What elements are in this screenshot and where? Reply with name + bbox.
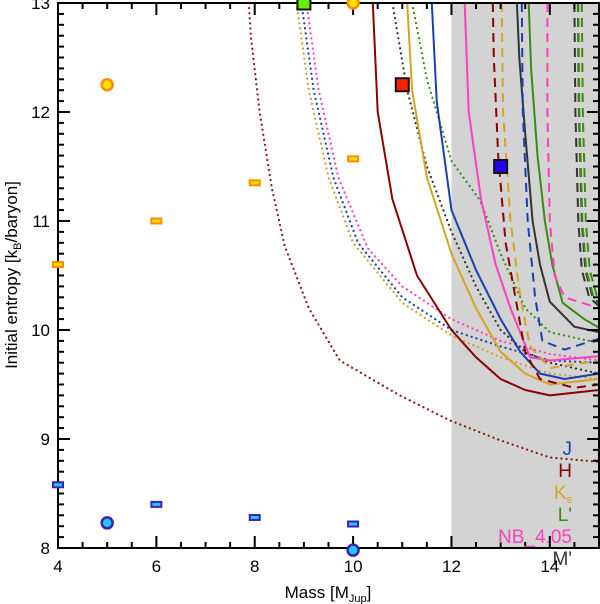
dash-marker: [150, 217, 163, 225]
curve-ks-dotted: [295, 3, 599, 381]
dash-marker: [52, 481, 64, 489]
dash-marker: [248, 513, 261, 521]
shaded-region-layer: [451, 3, 599, 548]
circle-marker: [346, 543, 360, 557]
circle-marker: [346, 0, 360, 10]
dash-marker: [52, 261, 64, 269]
shaded-region: [451, 3, 599, 548]
y-tick-label: 13: [31, 0, 50, 13]
x-tick-label: 8: [250, 557, 259, 576]
square-marker: [394, 77, 410, 93]
curve-l-dotted: [411, 3, 599, 345]
y-axis-label: Initial entropy [kB/baryon]: [2, 181, 24, 369]
legend-item: J: [563, 439, 573, 460]
axes-layer: 4 6 8 10 12 14 8 9 10 11 12 13: [31, 0, 600, 576]
markers-layer: [52, 0, 509, 557]
y-tick-label: 11: [32, 212, 50, 231]
curve-j-dashed: [520, 3, 599, 351]
x-axis-label: Mass [MJup]: [285, 583, 372, 604]
y-tick-label: 8: [41, 539, 50, 558]
dash-marker: [248, 179, 261, 187]
dash-marker: [347, 520, 360, 528]
y-tick-label: 12: [31, 103, 50, 122]
curve-nb-4-05-dotted: [305, 3, 599, 362]
curve-h-solid: [371, 3, 599, 397]
legend-item: M': [553, 549, 572, 570]
dash-marker: [347, 155, 360, 163]
curves-layer: [247, 3, 599, 463]
curve-m-solid: [515, 3, 599, 334]
curve-ks-dashed: [500, 3, 599, 370]
curve-l-solid: [527, 3, 599, 329]
curve-l-dashed-second: [580, 3, 599, 300]
curve-j-solid: [430, 3, 599, 380]
curve-j-dotted: [300, 3, 599, 364]
y-tick-label: 10: [31, 321, 50, 340]
square-marker: [493, 159, 509, 174]
curve-nb-4-05-solid: [463, 3, 599, 362]
curve-h-dashed: [491, 3, 599, 389]
curve-h-dotted: [247, 3, 599, 463]
curve-nb-4-05-dashed: [546, 3, 599, 310]
curve-ks-solid: [406, 3, 599, 386]
curve-m-dashed: [573, 3, 599, 307]
legend-item: NB_4.05: [498, 527, 572, 548]
x-tick-label: 6: [152, 557, 161, 576]
x-tick-label: 4: [53, 557, 62, 576]
square-marker: [296, 0, 312, 11]
legend-item: H: [558, 461, 572, 482]
x-tick-label: 12: [442, 557, 461, 576]
y-tick-label: 9: [41, 430, 50, 449]
x-tick-label: 14: [540, 557, 559, 576]
legend-item: Ks: [554, 483, 573, 506]
x-tick-label: 10: [344, 557, 363, 576]
dash-marker: [150, 500, 163, 508]
legend-item: L': [558, 505, 572, 526]
circle-marker: [100, 78, 114, 92]
circle-marker: [100, 516, 114, 530]
curve-l-dashed: [577, 3, 599, 303]
